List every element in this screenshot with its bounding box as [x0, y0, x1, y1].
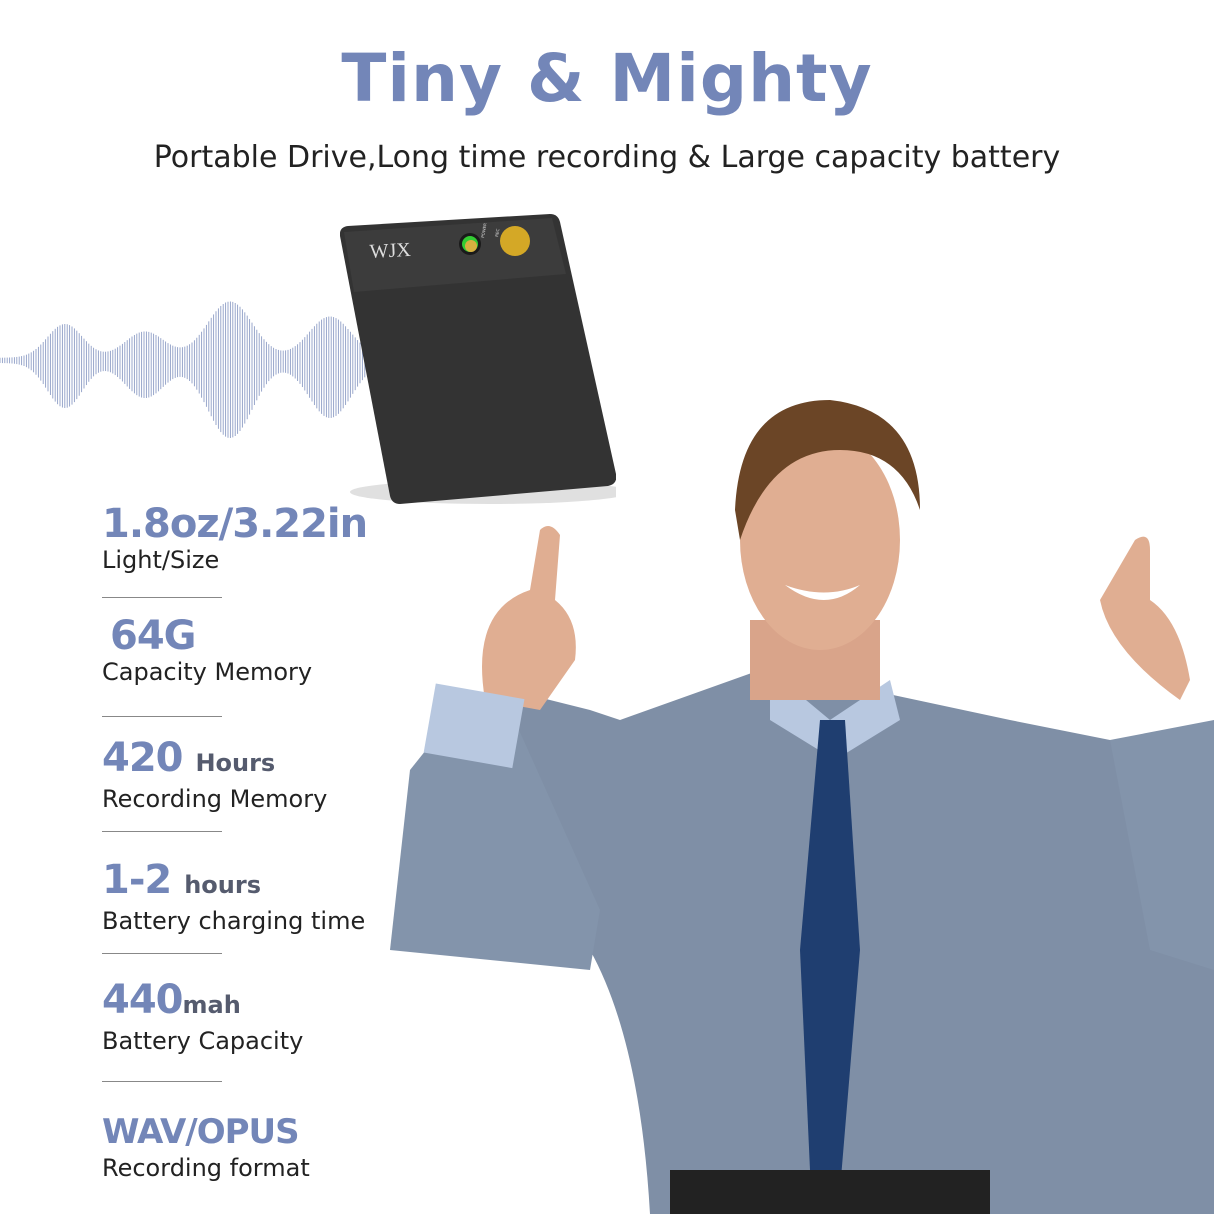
spec-value: 64G [110, 613, 196, 659]
voice-recorder-device-image: WJX POWER REC [340, 214, 616, 504]
spec-value: 1.8oz/3.22in [102, 501, 368, 547]
spec-unit: Hours [195, 749, 276, 777]
divider [102, 1081, 222, 1082]
spec-label: Recording format [102, 1154, 310, 1182]
spec-value: 1-2 [102, 857, 172, 903]
spec-label: Recording Memory [102, 785, 328, 813]
sound-wave-graphic [0, 301, 366, 438]
spec-unit: mah [182, 991, 241, 1019]
spec-charging-time: 1-2 hours Battery charging time [102, 858, 365, 935]
spec-recording-hours: 420 Hours Recording Memory [102, 736, 327, 813]
device-brand-logo: WJX [369, 239, 412, 263]
spec-unit: hours [184, 871, 261, 899]
spec-recording-format: WAV/OPUS Recording format [102, 1110, 310, 1182]
divider [102, 953, 222, 954]
spec-capacity: 64G Capacity Memory [102, 613, 312, 686]
spec-battery-capacity: 440mah Battery Capacity [102, 978, 303, 1055]
man-thumbs-up-image [390, 400, 1214, 1214]
spec-weight-size: 1.8oz/3.22in Light/Size [102, 501, 368, 574]
spec-label: Capacity Memory [102, 658, 313, 686]
spec-label: Battery charging time [102, 907, 366, 935]
spec-label: Battery Capacity [102, 1027, 304, 1055]
spec-label: Light/Size [102, 546, 220, 574]
page-subtitle: Portable Drive,Long time recording & Lar… [153, 140, 1061, 175]
page-title: Tiny & Mighty [341, 40, 873, 117]
divider [102, 597, 222, 598]
spec-value: 440 [102, 977, 183, 1023]
rec-button-label: REC [494, 228, 500, 237]
divider [102, 716, 222, 717]
spec-value: WAV/OPUS [102, 1112, 300, 1152]
divider [102, 831, 222, 832]
power-button-label: POWER [480, 222, 488, 238]
record-button [500, 226, 530, 256]
spec-value: 420 [102, 735, 183, 781]
